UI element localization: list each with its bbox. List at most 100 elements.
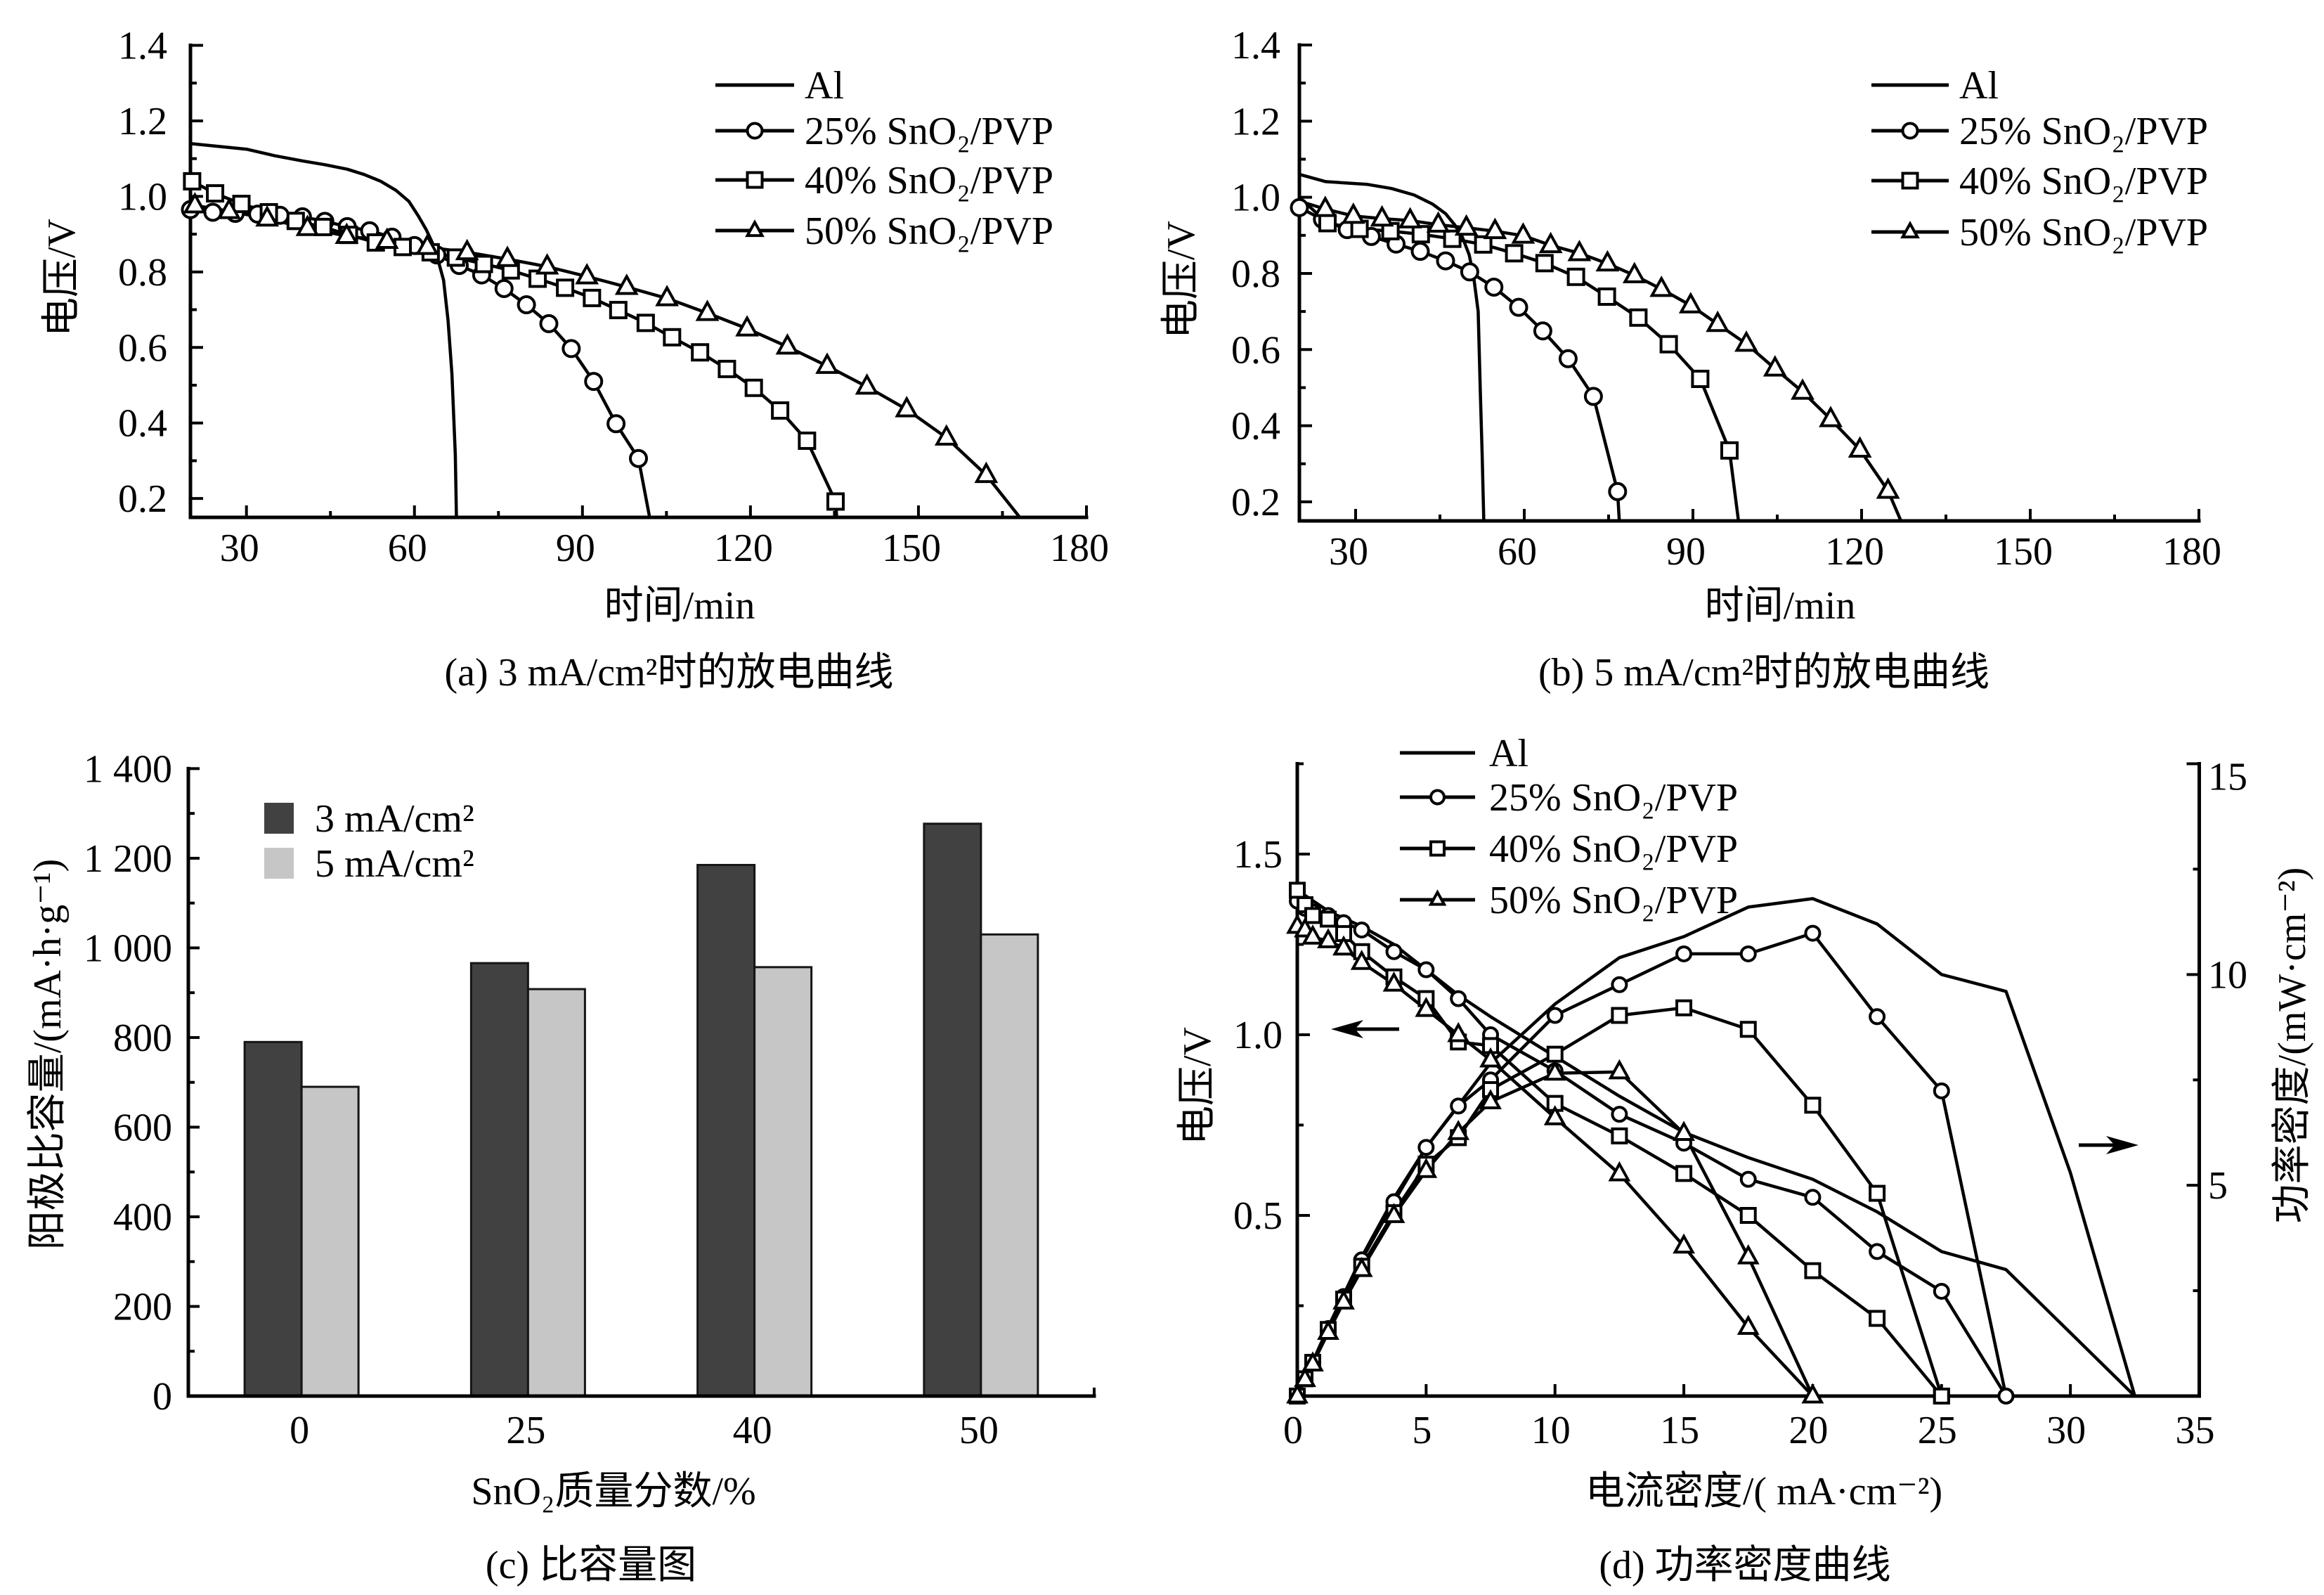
- data-point-40-sno2-pvp: [183, 172, 202, 191]
- data-point-40-sno2-pvp-voltage: [1739, 1207, 1757, 1224]
- data-point-40-sno2-pvp-voltage: [1320, 910, 1337, 928]
- series-line-25-sno2-pvp: [188, 207, 651, 519]
- y-tick-label: 0.6: [1231, 328, 1280, 372]
- data-point-40-sno2-pvp: [1505, 244, 1524, 263]
- x-tick-label: 150: [1994, 530, 2053, 574]
- data-point-25-sno2-pvp-power: [1611, 976, 1628, 993]
- y-tick-label: 1.2: [1231, 100, 1280, 143]
- data-point-40-sno2-pvp: [232, 195, 251, 214]
- data-point-50-sno2-pvp: [1595, 250, 1620, 272]
- panel-caption: (a) 3 mA/cm²时的放电曲线: [445, 651, 894, 695]
- data-point-25-sno2-pvp-power: [1997, 1388, 2015, 1404]
- y-left-tick-label: 1.5: [1233, 833, 1283, 877]
- series-markers: [1290, 195, 1900, 501]
- data-point-40-sno2-pvp: [1318, 214, 1337, 233]
- y-tick-label: 0.6: [118, 326, 167, 370]
- data-point-50-sno2-pvp-power: [1294, 1367, 1316, 1388]
- data-point-40-sno2-pvp: [1597, 287, 1616, 306]
- data-point-40-sno2-pvp-voltage: [1869, 1310, 1886, 1327]
- data-point-40-sno2-pvp: [1691, 369, 1710, 388]
- panel-d: 0 5 10 15 20 25 30 35 0.5 1.0 1.5 5 10 15 电流密度/( mA·cm…: [1176, 732, 2314, 1587]
- y-tick-label: 0.2: [118, 477, 167, 521]
- data-point-40-sno2-pvp: [744, 378, 763, 397]
- data-point-50-sno2-pvp: [1370, 205, 1394, 227]
- data-point-40-sno2-pvp-power: [1739, 1021, 1757, 1038]
- data-point-50-sno2-pvp: [614, 273, 639, 295]
- x-tick-label: 60: [1498, 530, 1537, 574]
- data-point-50-sno2-pvp: [1426, 211, 1450, 233]
- data-point-50-sno2-pvp-power: [1608, 1059, 1631, 1080]
- data-point-50-sno2-pvp: [1734, 330, 1758, 352]
- data-point-40-sno2-pvp-power: [1546, 1045, 1564, 1063]
- data-point-25-sno2-pvp-voltage: [1385, 943, 1403, 960]
- data-point-50-sno2-pvp: [415, 233, 439, 255]
- data-point-40-sno2-pvp: [691, 343, 710, 362]
- data-point-50-sno2-pvp: [1398, 207, 1422, 228]
- square-marker-icon: [1429, 840, 1446, 857]
- triangle-marker-icon: [1900, 221, 1920, 239]
- data-point-40-sno2-pvp-voltage: [1289, 882, 1306, 899]
- legend-item-al: Al: [1400, 732, 1528, 775]
- bar-3-ma-cm-0: [243, 1040, 303, 1397]
- data-point-25-sno2-pvp: [1608, 482, 1628, 501]
- data-point-50-sno2-pvp: [1567, 240, 1592, 261]
- data-point-50-sno2-pvp-power: [1543, 1060, 1566, 1081]
- data-point-40-sno2-pvp: [771, 401, 790, 420]
- series-line-50-sno2-pvp-voltage: [1295, 924, 1815, 1398]
- data-point-50-sno2-pvp-voltage: [1415, 996, 1438, 1017]
- legend-item-5-ma-cm: 5 mA/cm²: [264, 842, 474, 886]
- y-tick-label: 1.0: [118, 175, 167, 219]
- data-point-50-sno2-pvp: [775, 333, 800, 355]
- x-tick-label: 20: [1789, 1409, 1828, 1452]
- data-point-25-sno2-pvp-power: [1450, 1097, 1467, 1115]
- legend-label: 5 mA/cm²: [315, 842, 474, 886]
- legend-item-50-sno2-pvp: 50% SnO₂/PVP: [1871, 211, 2208, 254]
- x-tick-label: 180: [1050, 527, 1109, 570]
- y-tick-label: 1.0: [1231, 176, 1280, 220]
- data-point-25-sno2-pvp: [561, 339, 581, 359]
- x-tick-label: 120: [714, 527, 773, 570]
- data-point-50-sno2-pvp: [695, 299, 720, 321]
- circle-marker-icon: [1901, 122, 1919, 140]
- legend-label: Al: [1959, 64, 1999, 108]
- x-axis-title: 电流密度/( mA·cm⁻²): [1585, 1470, 1942, 1513]
- data-point-25-sno2-pvp: [1533, 321, 1552, 341]
- data-point-50-sno2-pvp: [974, 461, 999, 484]
- data-point-50-sno2-pvp: [217, 198, 241, 219]
- data-point-25-sno2-pvp-voltage: [1417, 961, 1435, 979]
- data-point-50-sno2-pvp: [1763, 355, 1787, 377]
- data-point-50-sno2-pvp: [934, 424, 959, 446]
- legend-label: 25% SnO₂/PVP: [805, 110, 1053, 153]
- data-point-50-sno2-pvp-voltage: [1332, 935, 1355, 956]
- bar-3-ma-cm-50: [923, 822, 982, 1397]
- data-point-40-sno2-pvp-voltage: [1611, 1127, 1628, 1144]
- data-point-50-sno2-pvp: [1791, 378, 1815, 400]
- x-tick-label: 30: [1329, 530, 1368, 574]
- data-point-40-sno2-pvp: [583, 288, 602, 307]
- y-right-tick-label: 15: [2208, 756, 2247, 799]
- legend-item-40-sno2-pvp: 40% SnO₂/PVP: [1400, 827, 1738, 871]
- data-point-50-sno2-pvp-voltage: [1301, 924, 1324, 945]
- data-point-40-sno2-pvp: [313, 217, 332, 236]
- x-axis-title: 时间/min: [1705, 584, 1856, 628]
- legend-item-50-sno2-pvp: 50% SnO₂/PVP: [1400, 879, 1738, 922]
- data-point-40-sno2-pvp: [636, 314, 655, 332]
- data-point-50-sno2-pvp: [1622, 261, 1647, 283]
- y-tick-label: 200: [113, 1285, 172, 1329]
- x-tick-label: 30: [2046, 1409, 2086, 1452]
- triangle-marker-icon: [1428, 889, 1447, 906]
- data-point-40-sno2-pvp: [609, 301, 628, 320]
- data-point-40-sno2-pvp: [663, 328, 682, 347]
- data-point-25-sno2-pvp-voltage: [1353, 921, 1370, 938]
- data-point-50-sno2-pvp-power: [1447, 1120, 1470, 1140]
- series-line-al-voltage: [1295, 889, 2137, 1398]
- data-point-25-sno2-pvp: [629, 448, 648, 468]
- bars: [243, 822, 1039, 1397]
- data-point-50-sno2-pvp-power: [1350, 1257, 1373, 1277]
- y-left-tick-label: 0.5: [1233, 1194, 1283, 1238]
- data-point-40-sno2-pvp: [798, 431, 817, 450]
- legend-label: 25% SnO₂/PVP: [1489, 776, 1738, 820]
- data-point-40-sno2-pvp-power: [1804, 1097, 1822, 1114]
